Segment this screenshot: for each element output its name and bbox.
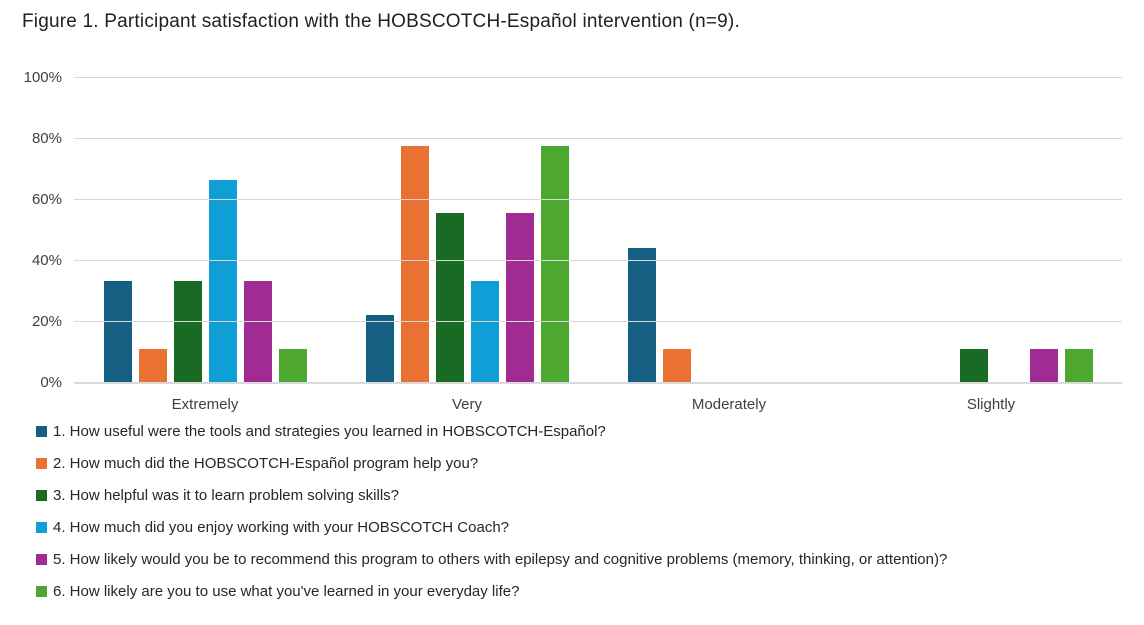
y-tick-label: 20% <box>31 313 62 330</box>
bar-series-3 <box>959 349 988 383</box>
y-tick-label: 60% <box>31 191 62 208</box>
y-tick-label: 0% <box>40 374 62 391</box>
legend-item-6: 6. How likely are you to use what you've… <box>36 581 1136 601</box>
bar-groups <box>74 78 1122 383</box>
bar-series-4 <box>470 281 499 383</box>
legend-swatch-icon <box>36 521 47 533</box>
gridline <box>74 382 1122 383</box>
bar-series-5 <box>243 281 272 383</box>
chart-title: Figure 1. Participant satisfaction with … <box>22 11 740 32</box>
bar-series-4 <box>208 179 237 383</box>
bar-series-5 <box>1029 349 1058 383</box>
bar-series-5 <box>505 213 534 383</box>
legend-swatch-icon <box>36 553 47 565</box>
legend-label: 6. How likely are you to use what you've… <box>53 582 520 600</box>
legend-item-1: 1. How useful were the tools and strateg… <box>36 421 1136 441</box>
bar-group-moderately <box>598 78 860 383</box>
bar-series-3 <box>435 213 464 383</box>
bar-series-6 <box>278 349 307 383</box>
legend: 1. How useful were the tools and strateg… <box>36 421 1136 613</box>
x-tick-label: Extremely <box>171 396 239 413</box>
bar-series-3 <box>173 281 202 383</box>
y-tick-label: 80% <box>31 130 62 147</box>
bar-series-6 <box>1064 349 1093 383</box>
x-tick-label: Moderately <box>691 396 767 413</box>
x-tick-label: Slightly <box>966 396 1016 413</box>
bar-series-2 <box>400 145 429 383</box>
legend-label: 1. How useful were the tools and strateg… <box>53 422 606 440</box>
bar-series-1 <box>365 315 394 383</box>
gridline <box>74 260 1122 261</box>
legend-label: 3. How helpful was it to learn problem s… <box>53 486 399 504</box>
gridline <box>74 199 1122 200</box>
y-tick-label: 40% <box>31 252 62 269</box>
legend-item-4: 4. How much did you enjoy working with y… <box>36 517 1136 537</box>
legend-swatch-icon <box>36 585 47 597</box>
gridline <box>74 138 1122 139</box>
x-tick-label: Very <box>451 396 482 413</box>
legend-item-5: 5. How likely would you be to recommend … <box>36 549 1136 569</box>
bar-series-6 <box>540 145 569 383</box>
legend-label: 4. How much did you enjoy working with y… <box>53 518 510 536</box>
x-axis-line <box>74 382 1122 384</box>
bar-series-1 <box>627 247 656 383</box>
legend-swatch-icon <box>36 425 47 437</box>
x-axis-labels: Extremely Very Moderately Slightly <box>74 396 1122 413</box>
bar-group-slightly <box>860 78 1122 383</box>
legend-label: 2. How much did the HOBSCOTCH-Español pr… <box>53 454 479 472</box>
legend-item-3: 3. How helpful was it to learn problem s… <box>36 485 1136 505</box>
y-axis-labels: 0% 20% 40% 60% 80% 100% <box>0 69 62 391</box>
plot-area <box>74 77 1122 384</box>
legend-swatch-icon <box>36 489 47 501</box>
bar-series-2 <box>138 349 167 383</box>
bar-series-2 <box>662 349 691 383</box>
legend-label: 5. How likely would you be to recommend … <box>53 550 948 568</box>
gridline <box>74 77 1122 78</box>
legend-swatch-icon <box>36 457 47 469</box>
bar-group-extremely <box>74 78 336 383</box>
gridline <box>74 321 1122 322</box>
bar-series-1 <box>103 281 132 383</box>
legend-item-2: 2. How much did the HOBSCOTCH-Español pr… <box>36 453 1136 473</box>
y-tick-label: 100% <box>23 69 62 86</box>
bar-group-very <box>336 78 598 383</box>
